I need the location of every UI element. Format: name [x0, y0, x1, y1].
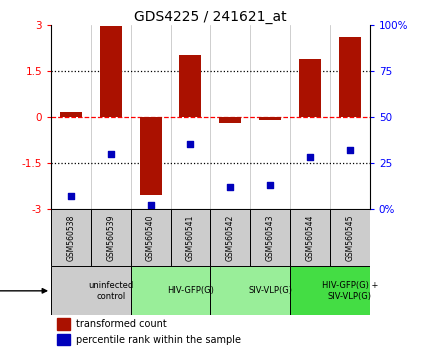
Bar: [51, 266, 131, 315]
Text: GSM560541: GSM560541: [186, 215, 195, 261]
Bar: [100, 26, 122, 117]
Bar: [339, 37, 361, 117]
Text: transformed count: transformed count: [76, 319, 167, 329]
Point: [267, 182, 274, 188]
Bar: [290, 209, 330, 266]
Bar: [259, 117, 281, 120]
Text: GSM560538: GSM560538: [66, 215, 75, 261]
Text: SIV-VLP(G): SIV-VLP(G): [248, 286, 292, 295]
Text: HIV-GFP(G): HIV-GFP(G): [167, 286, 214, 295]
Point: [187, 142, 194, 147]
Bar: [57, 334, 70, 346]
Bar: [299, 58, 321, 117]
Point: [227, 184, 234, 190]
Text: infection: infection: [0, 286, 47, 296]
Bar: [290, 266, 370, 315]
Bar: [131, 209, 170, 266]
Bar: [91, 209, 131, 266]
Point: [306, 154, 313, 160]
Bar: [51, 209, 91, 266]
Point: [108, 151, 114, 156]
Bar: [219, 117, 241, 123]
Bar: [210, 266, 290, 315]
Text: GSM560539: GSM560539: [106, 215, 115, 261]
Text: GSM560540: GSM560540: [146, 215, 155, 261]
Bar: [140, 117, 162, 195]
Text: GSM560545: GSM560545: [346, 215, 354, 261]
Bar: [131, 266, 210, 315]
Text: HIV-GFP(G) +
SIV-VLP(G): HIV-GFP(G) + SIV-VLP(G): [322, 281, 378, 301]
Bar: [60, 112, 82, 117]
Text: percentile rank within the sample: percentile rank within the sample: [76, 335, 241, 345]
Point: [346, 147, 353, 153]
Bar: [170, 209, 210, 266]
Text: GSM560542: GSM560542: [226, 215, 235, 261]
Text: GSM560544: GSM560544: [306, 215, 314, 261]
Point: [68, 193, 74, 199]
Bar: [210, 209, 250, 266]
Bar: [57, 319, 70, 330]
Point: [147, 202, 154, 208]
Title: GDS4225 / 241621_at: GDS4225 / 241621_at: [134, 10, 287, 24]
Bar: [179, 56, 201, 117]
Text: GSM560543: GSM560543: [266, 215, 275, 261]
Bar: [330, 209, 370, 266]
Bar: [250, 209, 290, 266]
Text: uninfected
control: uninfected control: [88, 281, 133, 301]
